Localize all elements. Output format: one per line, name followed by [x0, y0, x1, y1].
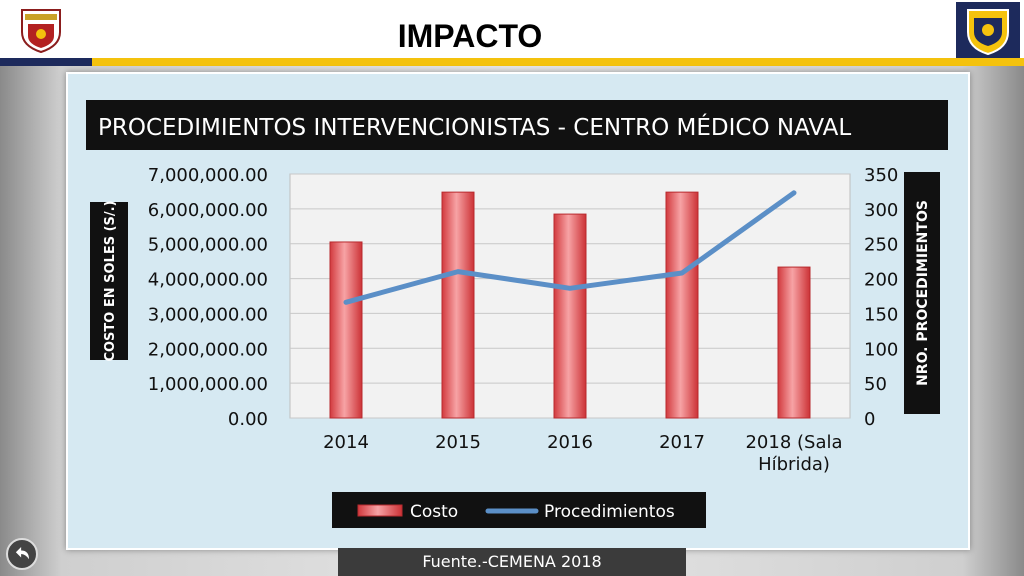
y2-tick-label: 250	[864, 235, 898, 256]
chart-card: PROCEDIMIENTOS INTERVENCIONISTAS - CENTR…	[66, 72, 970, 550]
y-axis-label: COSTO EN SOLES (S/.)	[103, 200, 118, 361]
y2-axis-label: NRO. PROCEDIMIENTOS	[915, 200, 931, 386]
y-tick-label: 0.00	[228, 409, 268, 430]
y2-axis-label-box	[904, 172, 940, 414]
x-tick-label: 2014	[323, 432, 369, 453]
y-tick-label: 3,000,000.00	[148, 304, 268, 325]
back-arrow-icon[interactable]	[6, 538, 38, 570]
slide-title: IMPACTO	[397, 18, 543, 54]
header-band-accent	[0, 58, 92, 66]
y-tick-label: 5,000,000.00	[148, 235, 268, 256]
x-tick-label: 2017	[659, 432, 705, 453]
point-procedimientos	[344, 300, 348, 305]
y-tick-label: 1,000,000.00	[148, 374, 268, 395]
bar-costo	[329, 241, 363, 419]
source-caption: Fuente.-CEMENA 2018	[338, 548, 686, 576]
bar-costo	[441, 191, 475, 419]
slide-header: IMPACTO	[0, 0, 1024, 60]
y2-tick-label: 50	[864, 374, 887, 395]
y2-tick-label: 150	[864, 304, 898, 325]
y-tick-label: 2,000,000.00	[148, 339, 268, 360]
bar-costo	[553, 213, 587, 419]
y-tick-label: 6,000,000.00	[148, 200, 268, 221]
chart-title: PROCEDIMIENTOS INTERVENCIONISTAS - CENTR…	[98, 113, 851, 141]
x-tick-label: 2016	[547, 432, 593, 453]
y2-tick-label: 100	[864, 339, 898, 360]
combo-chart: PROCEDIMIENTOS INTERVENCIONISTAS - CENTR…	[86, 100, 948, 528]
y-tick-label: 7,000,000.00	[148, 165, 268, 186]
x-tick-label: 2018 (Sala Híbrida)	[745, 432, 842, 475]
bar-costo	[665, 191, 699, 419]
y2-tick-label: 300	[864, 200, 898, 221]
naval-school-crest-icon	[21, 9, 61, 54]
point-procedimientos	[456, 269, 460, 274]
y2-tick-label: 0	[864, 409, 875, 430]
header-band	[0, 58, 1024, 66]
y-axis-label-box	[90, 202, 128, 360]
legend-label-procedimientos: Procedimientos	[544, 502, 675, 522]
y2-tick-label: 200	[864, 270, 898, 291]
point-procedimientos	[680, 270, 684, 275]
x-tick-label: 2015	[435, 432, 481, 453]
chart-title-bar	[86, 100, 948, 150]
legend-swatch-costo	[357, 504, 403, 517]
y-tick-label: 4,000,000.00	[148, 270, 268, 291]
point-procedimientos	[792, 190, 796, 195]
naval-shield-crest-icon	[956, 2, 1020, 58]
point-procedimientos	[568, 286, 572, 291]
bar-costo	[777, 266, 811, 419]
legend-label-costo: Costo	[410, 502, 458, 522]
y2-tick-label: 350	[864, 165, 898, 186]
